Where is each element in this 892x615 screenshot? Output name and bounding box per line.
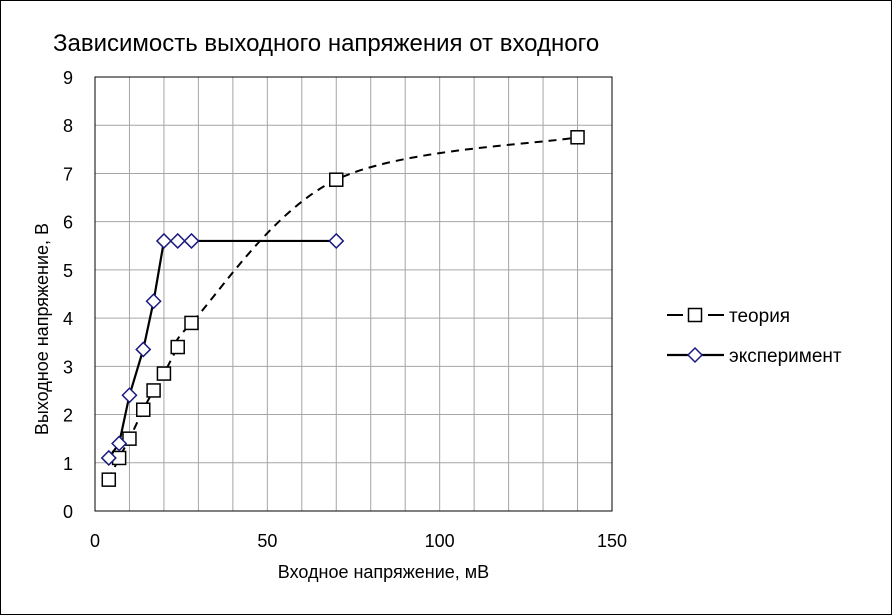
x-tick-label: 150 <box>597 531 627 551</box>
grid-lines <box>94 76 613 512</box>
data-point-theory <box>156 366 172 381</box>
data-point-theory <box>146 383 161 398</box>
data-point-experiment <box>328 232 345 250</box>
y-tick-label: 0 <box>63 502 73 522</box>
chart-title: Зависимость выходного напряжения от вход… <box>53 30 599 57</box>
y-tick-labels: 0 1 2 3 4 5 6 7 8 9 <box>63 68 73 522</box>
series-theory <box>101 130 585 487</box>
data-point-theory <box>170 339 185 355</box>
plot-area-border <box>94 76 613 512</box>
y-tick-label: 2 <box>63 406 73 426</box>
legend-label-theory: теория <box>729 306 790 327</box>
data-point-experiment <box>100 449 117 467</box>
legend-label-experiment: эксперимент <box>729 346 842 367</box>
y-tick-label: 5 <box>63 261 73 281</box>
data-point-experiment <box>155 232 172 250</box>
y-tick-label: 8 <box>63 116 73 136</box>
x-tick-label: 50 <box>257 531 277 551</box>
legend-item-experiment: эксперимент <box>667 346 842 367</box>
y-axis-label: Выходное напряжение, В <box>32 223 52 435</box>
series-experiment <box>100 232 345 467</box>
y-tick-label: 7 <box>63 164 73 184</box>
data-point-experiment <box>111 435 128 452</box>
y-tick-label: 9 <box>63 68 73 88</box>
legend-marker-theory <box>687 307 703 323</box>
legend-marker-experiment <box>686 346 704 364</box>
data-point-theory <box>122 431 137 446</box>
y-tick-label: 3 <box>63 357 73 377</box>
data-point-experiment <box>121 387 138 404</box>
legend: теория эксперимент <box>667 306 842 367</box>
x-axis-label: Входное напряжение, мВ <box>278 562 489 582</box>
data-point-experiment <box>135 341 152 358</box>
y-tick-label: 1 <box>63 454 73 474</box>
data-point-theory <box>329 172 344 187</box>
data-point-theory <box>184 315 199 331</box>
data-point-experiment <box>183 232 200 250</box>
series-line-theory <box>107 136 578 481</box>
x-tick-labels: 0 50 100 150 <box>90 531 627 551</box>
y-tick-label: 6 <box>63 213 73 233</box>
x-tick-label: 100 <box>425 531 455 551</box>
data-point-experiment <box>169 232 186 250</box>
series-group <box>100 130 585 487</box>
data-point-theory <box>570 130 585 145</box>
y-tick-label: 4 <box>63 309 73 329</box>
data-point-theory <box>101 472 117 487</box>
data-point-experiment <box>145 293 162 310</box>
legend-item-theory: теория <box>667 306 790 327</box>
data-point-theory <box>136 402 151 417</box>
x-tick-label: 0 <box>90 531 100 551</box>
